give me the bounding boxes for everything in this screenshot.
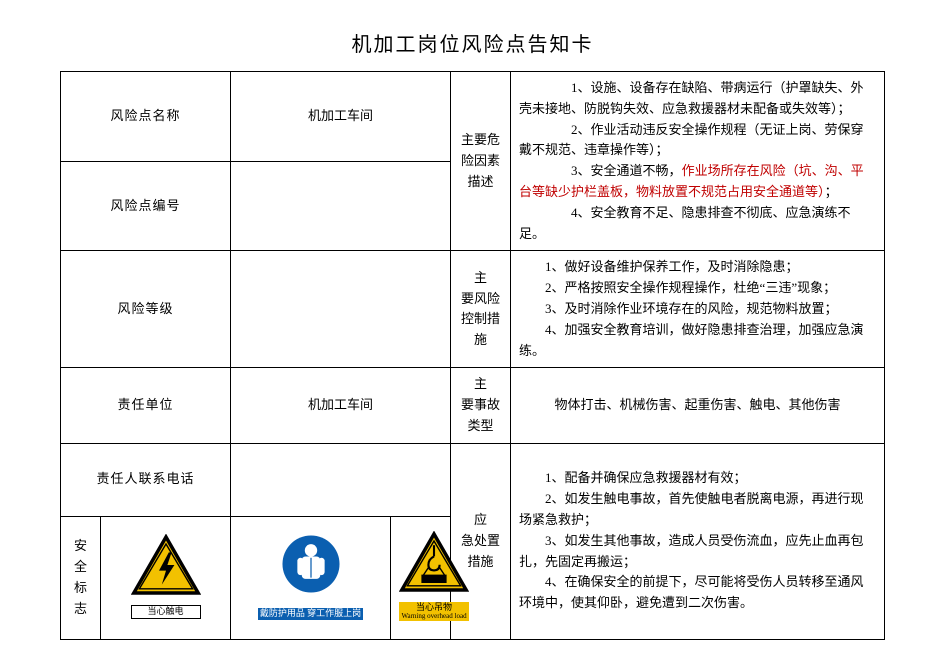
label-resp-unit: 责任单位 [61, 368, 231, 443]
page: 机加工岗位风险点告知卡 风险点名称 机加工车间 主要危险因素描述 1、设施、设备… [0, 0, 945, 669]
value-emergency: 1、配备并确保应急救援器材有效； 2、如发生触电事故，首先使触电者脱离电源，再进… [511, 443, 885, 639]
value-risk-name: 机加工车间 [231, 72, 451, 162]
sign-electric: 当心触电 [101, 516, 231, 639]
value-resp-unit: 机加工车间 [231, 368, 451, 443]
emergency-line: 2、如发生触电事故，首先使触电者脱离电源，再进行现场紧急救护； [519, 489, 876, 531]
label-risk-code: 风险点编号 [61, 161, 231, 251]
label-safety-signs: 安全标志 [61, 516, 101, 639]
value-resp-phone [231, 443, 451, 516]
sign-caption: 当心触电 [131, 605, 201, 619]
hazard-line: 1、设施、设备存在缺陷、带病运行（护罩缺失、外壳未接地、防脱钩失效、应急救援器材… [519, 78, 876, 120]
value-controls: 1、做好设备维护保养工作，及时消除隐患； 2、严格按照安全操作规程操作，杜绝“三… [511, 251, 885, 368]
lifting-warning-icon [399, 531, 469, 593]
electric-warning-icon [131, 534, 201, 596]
label-resp-phone: 责任人联系电话 [61, 443, 231, 516]
label-controls: 主要风险控制措施 [451, 251, 511, 368]
sign-lifting: 当心吊物 Warning overhead load [391, 516, 451, 639]
emergency-line: 1、配备并确保应急救援器材有效； [519, 468, 876, 489]
label-hazard-desc: 主要危险因素描述 [451, 72, 511, 251]
sign-ppe: 戴防护用品 穿工作服上岗 [231, 516, 391, 639]
label-accident-types: 主要事故类型 [451, 368, 511, 443]
sign-caption: 当心吊物 Warning overhead load [399, 602, 468, 622]
hazard-line: 3、安全通道不畅，作业场所存在风险（坑、沟、平台等缺少护栏盖板，物料放置不规范占… [519, 161, 876, 203]
control-line: 1、做好设备维护保养工作，及时消除隐患； [519, 257, 876, 278]
value-accident-types: 物体打击、机械伤害、起重伤害、触电、其他伤害 [511, 368, 885, 443]
emergency-line: 3、如发生其他事故，造成人员受伤流血，应先止血再包扎，先固定再搬运； [519, 531, 876, 573]
label-risk-level: 风险等级 [61, 251, 231, 368]
value-risk-code [231, 161, 451, 251]
ppe-mandatory-icon [280, 533, 342, 595]
control-line: 4、加强安全教育培训，做好隐患排查治理，加强应急演练。 [519, 320, 876, 362]
control-line: 2、严格按照安全操作规程操作，杜绝“三违”现象； [519, 278, 876, 299]
label-risk-name: 风险点名称 [61, 72, 231, 162]
value-hazard-desc: 1、设施、设备存在缺陷、带病运行（护罩缺失、外壳未接地、防脱钩失效、应急救援器材… [511, 72, 885, 251]
hazard-line: 4、安全教育不足、隐患排查不彻底、应急演练不足。 [519, 203, 876, 245]
control-line: 3、及时消除作业环境存在的风险，规范物料放置； [519, 299, 876, 320]
risk-table: 风险点名称 机加工车间 主要危险因素描述 1、设施、设备存在缺陷、带病运行（护罩… [60, 71, 885, 640]
hazard-line: 2、作业活动违反安全操作规程（无证上岗、劳保穿戴不规范、违章操作等）； [519, 120, 876, 162]
sign-caption: 戴防护用品 穿工作服上岗 [258, 608, 363, 620]
page-title: 机加工岗位风险点告知卡 [60, 28, 885, 57]
emergency-line: 4、在确保安全的前提下，尽可能将受伤人员转移至通风环境中，使其仰卧，避免遭到二次… [519, 572, 876, 614]
value-risk-level [231, 251, 451, 368]
